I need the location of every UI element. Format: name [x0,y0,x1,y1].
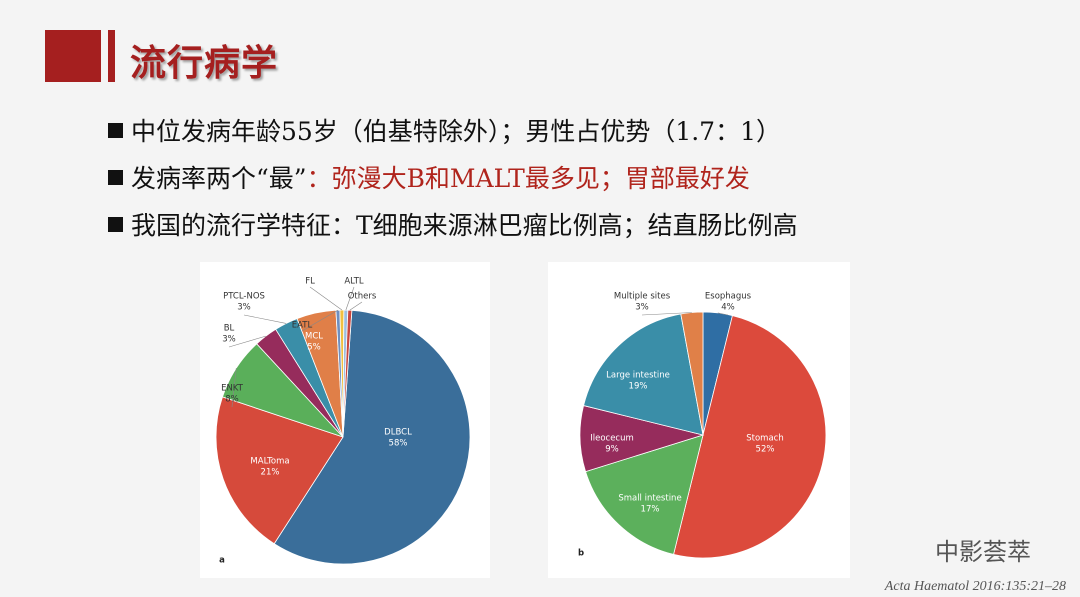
slice-label: Stomach [746,434,783,444]
pie-slice [680,311,704,436]
citation: Acta Haematol 2016:135:21–28 [884,579,1066,594]
value-label: 9% [605,445,619,455]
slice-label: MCL [305,332,323,342]
title-bar-thin [108,30,115,82]
value-label: 8% [225,395,239,405]
slide-title: 流行病学 [130,43,279,84]
value-label: 3% [237,303,251,313]
value-label: 4% [721,303,735,313]
bullet: 我国的流行学特征：T细胞来源淋巴瘤比例高；结直肠比例高 [108,206,798,242]
value-label: 3% [222,335,236,345]
value-label: 5% [307,343,321,353]
value-label: 21% [261,468,280,478]
leader-line [641,312,692,316]
leader-line [349,301,363,311]
bullet: 中位发病年龄55岁（伯基特除外）；男性占优势（1.7：1） [108,112,781,148]
pie-slice [673,315,827,559]
leader-line [243,314,287,324]
leader-line [345,286,355,311]
slice-label: Esophagus [705,292,752,302]
title-bar [45,30,101,82]
pie-slice [583,313,704,436]
leader-line [228,335,266,348]
slice-label: Small intestine [618,494,681,504]
slice-label: Multiple sites [614,292,671,302]
pie-slice [273,309,471,565]
bullet-highlight: ：弥漫大B和MALT最多见；胃部最好发 [306,164,750,193]
slice-label: ENKT [221,384,244,394]
slice-label: BL [224,324,235,334]
slice-label: EATL [292,321,313,331]
slice-label: PTCL-NOS [223,292,265,302]
leader-line [717,312,729,316]
bullet-text: 中位发病年龄55岁（伯基特除外）；男性占优势（1.7：1） [131,117,781,146]
value-label: 3% [635,303,649,313]
value-label: 58% [389,439,408,449]
bullet-text: 我国的流行学特征：T细胞来源淋巴瘤比例高；结直肠比例高 [131,211,798,240]
value-label: 52% [756,445,775,455]
bullet: 发病率两个“最”：弥漫大B和MALT最多见；胃部最好发 [108,159,750,195]
slice-label: MALToma [250,457,289,467]
value-label: 17% [641,505,660,515]
slice-label: ALTL [344,277,364,287]
leader-line [231,368,237,408]
bullet-text: 发病率两个“最” [131,164,307,193]
pie-slice [585,434,704,555]
panel-label: a [219,556,225,566]
slice-label: DLBCL [384,428,412,438]
slice-label: Large intestine [606,371,670,381]
slice-label: Ileocecum [590,434,634,444]
slice-label: Others [348,292,377,302]
leader-line [309,286,343,311]
value-label: 19% [629,382,648,392]
watermark: 中影荟萃 [935,538,1031,566]
pie-slice [342,309,353,438]
leader-line [301,309,339,332]
slice-label: FL [305,277,315,287]
pie-slice [215,396,344,545]
panel-label: b [578,549,584,559]
